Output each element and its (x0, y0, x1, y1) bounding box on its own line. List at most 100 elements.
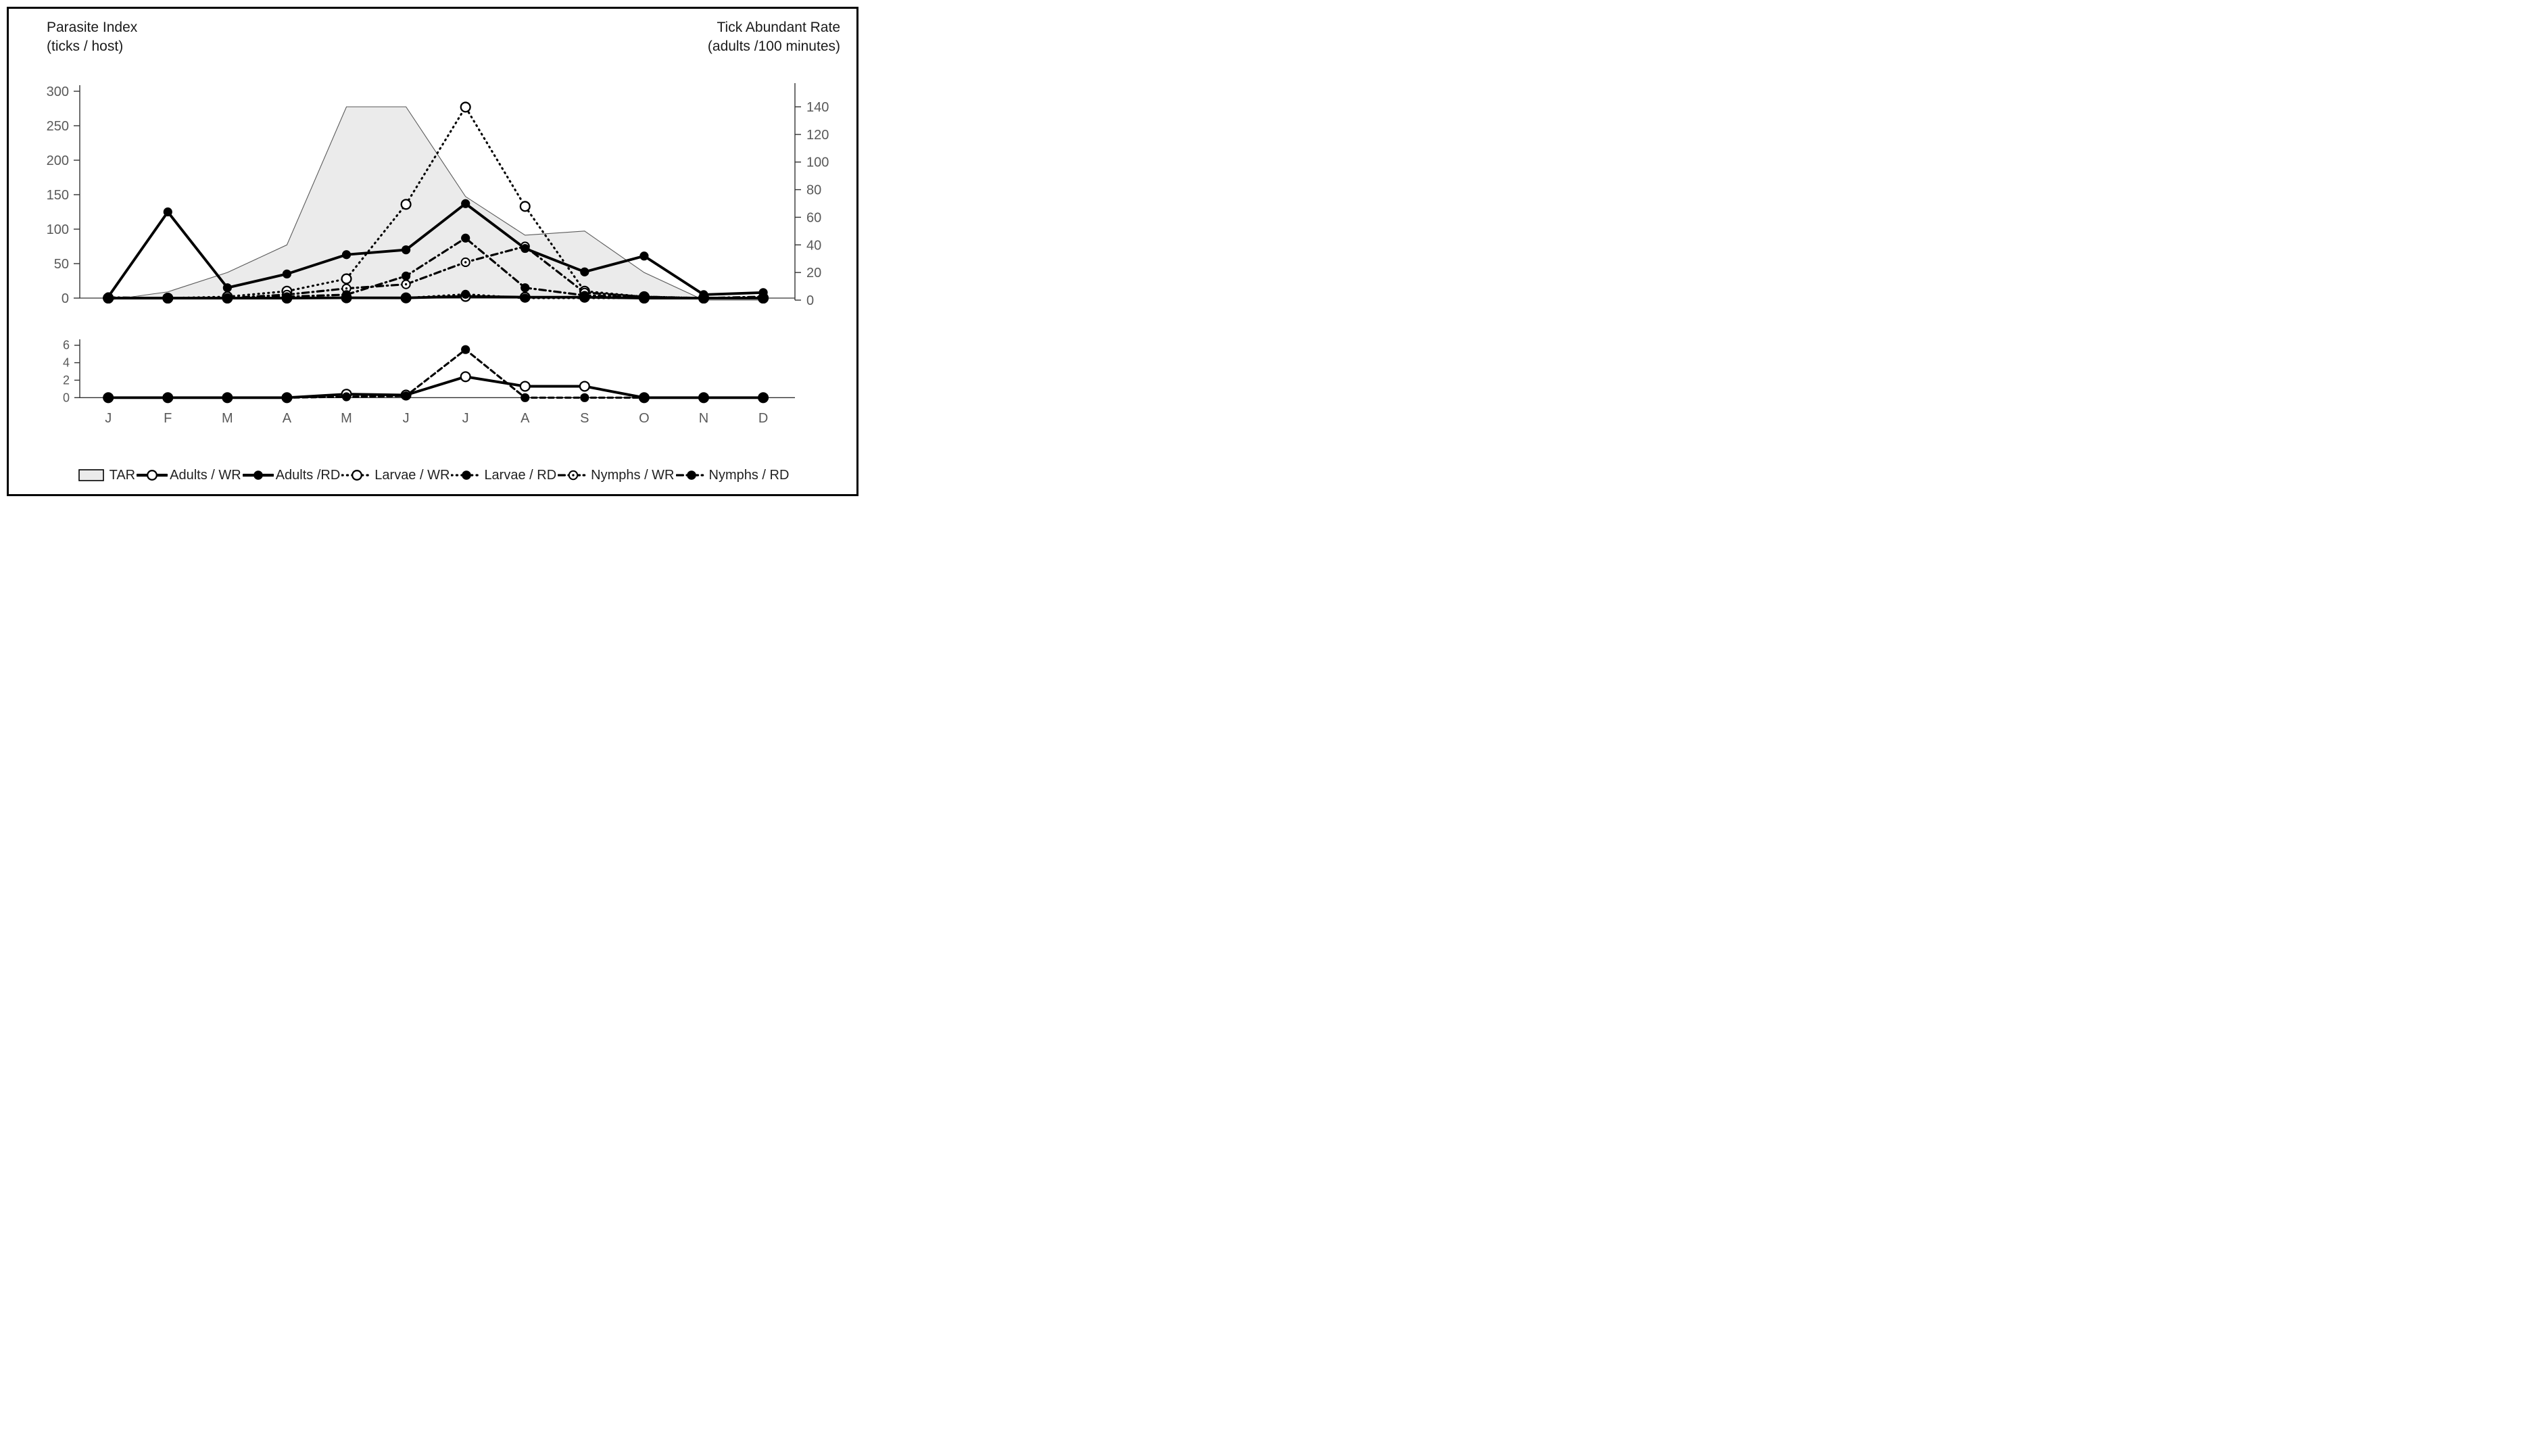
month-label: N (699, 411, 708, 426)
month-label: A (520, 411, 530, 426)
main-chart: 0 50 100 150 200 250 300 0 20 40 60 80 100 120 140 (47, 83, 829, 308)
legend-swatch-filled-marker (253, 470, 263, 480)
series-nymphs-rd-marker (341, 290, 352, 299)
series-larvae-wr-marker (341, 273, 352, 285)
month-label: J (403, 411, 410, 426)
inset-series-adults-wr-marker (519, 381, 531, 392)
series-adults-rd-marker (699, 290, 708, 299)
series-nymphs-rd-marker (402, 271, 411, 281)
series-adults-rd-marker (163, 207, 172, 217)
series-nymphs-rd-marker (222, 293, 232, 303)
series-adults-rd-marker (402, 245, 411, 255)
series-nymphs-wr-marker-dot (404, 283, 408, 286)
legend-swatch-solid-filled (242, 470, 274, 480)
month-label: M (222, 411, 233, 426)
right-axis-tick-label: 60 (806, 210, 821, 225)
legend-item-label: TAR (109, 467, 136, 483)
legend-item-label: Larvae / RD (484, 467, 557, 483)
inset-series-larvae-rd-marker (341, 392, 352, 402)
series-adults-rd-marker (639, 251, 649, 261)
figure-frame: Parasite Index (ticks / host) Tick Abund… (7, 7, 858, 496)
series-larvae-rd-marker (402, 293, 411, 303)
month-label: O (639, 411, 650, 426)
series-adults-rd-marker (580, 267, 589, 276)
legend-swatch-open-marker (147, 470, 158, 481)
chart-legend: TAR Adults / WR Adults /RD Larvae / WR Larva… (9, 467, 856, 483)
legend-item-larvae-wr: Larvae / WR (341, 467, 450, 483)
left-axis-tick-label: 150 (47, 188, 69, 203)
series-nymphs-wr-marker-dot (464, 261, 467, 264)
month-label: J (105, 411, 112, 426)
series-larvae-wr-marker (400, 199, 412, 210)
legend-swatch-filled-marker (686, 470, 696, 480)
series-adults-rd-marker (222, 283, 232, 293)
left-axis-title-line2: (ticks / host) (47, 39, 124, 55)
right-axis-title-line1: Tick Abundant Rate (717, 20, 841, 35)
legend-swatch-opendot-center (572, 474, 575, 477)
series-nymphs-rd-marker (461, 233, 470, 243)
legend-item-adults-wr: Adults / WR (137, 467, 241, 483)
right-axis-title: Tick Abundant Rate (adults /100 minutes) (708, 18, 840, 57)
inset-series-larvae-rd-marker (402, 391, 411, 401)
series-larvae-rd-marker (520, 293, 530, 303)
legend-swatch-solid-open (137, 470, 168, 481)
inset-series-larvae-rd-marker (580, 393, 589, 402)
inset-series-larvae-rd-marker (222, 393, 232, 402)
right-axis-tick-label: 40 (806, 238, 821, 253)
left-axis-tick-label: 200 (47, 153, 69, 168)
month-label: F (164, 411, 172, 426)
legend-swatch-open-marker (352, 470, 363, 481)
inset-series-larvae-rd-marker (103, 393, 113, 402)
legend-swatch-dashdot-opendot (558, 470, 589, 481)
series-nymphs-rd-marker (520, 283, 530, 293)
series-adults-rd-marker (461, 199, 470, 208)
inset-series-adults-wr-line (107, 375, 765, 399)
series-nymphs-rd-marker (163, 293, 172, 303)
inset-series-larvae-rd-marker (520, 393, 530, 402)
inset-chart: 0 2 4 6 (63, 339, 795, 404)
right-axis-tick-label: 80 (806, 183, 821, 198)
month-label: A (283, 411, 292, 426)
legend-item-label: Adults / WR (170, 467, 241, 483)
inset-axis-tick-label: 0 (63, 391, 70, 404)
series-tar-area-fill (108, 107, 764, 300)
inset-series-larvae-rd-marker (699, 393, 708, 402)
legend-swatch-area (78, 469, 104, 481)
legend-item-label: Nymphs / RD (708, 467, 790, 483)
inset-axis-tick-label: 6 (63, 339, 70, 352)
left-axis-title-line1: Parasite Index (47, 20, 138, 35)
inset-series-adults-wr-marker (460, 371, 471, 383)
left-axis-tick-label: 100 (47, 222, 69, 237)
legend-item-tar: TAR (76, 467, 136, 483)
chart-canvas: 0 50 100 150 200 250 300 0 20 40 60 80 100 120 140 0 2 4 6… (47, 83, 829, 426)
legend-item-adults-rd: Adults /RD (242, 467, 341, 483)
right-axis-tick-label: 100 (806, 155, 829, 170)
legend-swatch-dotted-filled (451, 470, 483, 480)
inset-series-larvae-rd-marker (758, 393, 768, 402)
series-adults-rd-marker (520, 243, 530, 253)
legend-item-larvae-rd: Larvae / RD (451, 467, 556, 483)
right-axis-tick-label: 0 (806, 293, 814, 308)
series-larvae-wr-marker (460, 101, 471, 113)
inset-axis-tick-label: 2 (63, 373, 70, 387)
series-adults-rd-marker (282, 269, 292, 278)
month-label: M (341, 411, 352, 426)
inset-series-larvae-rd-marker (282, 393, 292, 402)
right-axis-tick-label: 20 (806, 266, 821, 281)
series-adults-rd-marker (758, 288, 768, 297)
right-axis-tick-label: 140 (806, 100, 829, 115)
month-label: J (462, 411, 469, 426)
legend-swatch-area-rect (78, 469, 104, 481)
series-adults-rd-marker (341, 250, 352, 260)
series-nymphs-wr-marker-dot (345, 287, 348, 290)
series-nymphs-rd-line (107, 237, 765, 299)
inset-series-larvae-rd-marker (461, 345, 470, 354)
series-nymphs-rd-marker (639, 293, 649, 302)
month-label: S (580, 411, 589, 426)
series-adults-rd-line (107, 201, 765, 298)
legend-item-label: Larvae / WR (374, 467, 450, 483)
legend-item-label: Adults /RD (275, 467, 341, 483)
inset-series-larvae-rd-marker (639, 393, 649, 402)
left-axis-tick-label: 300 (47, 84, 69, 99)
legend-item-nymphs-rd: Nymphs / RD (675, 467, 790, 483)
